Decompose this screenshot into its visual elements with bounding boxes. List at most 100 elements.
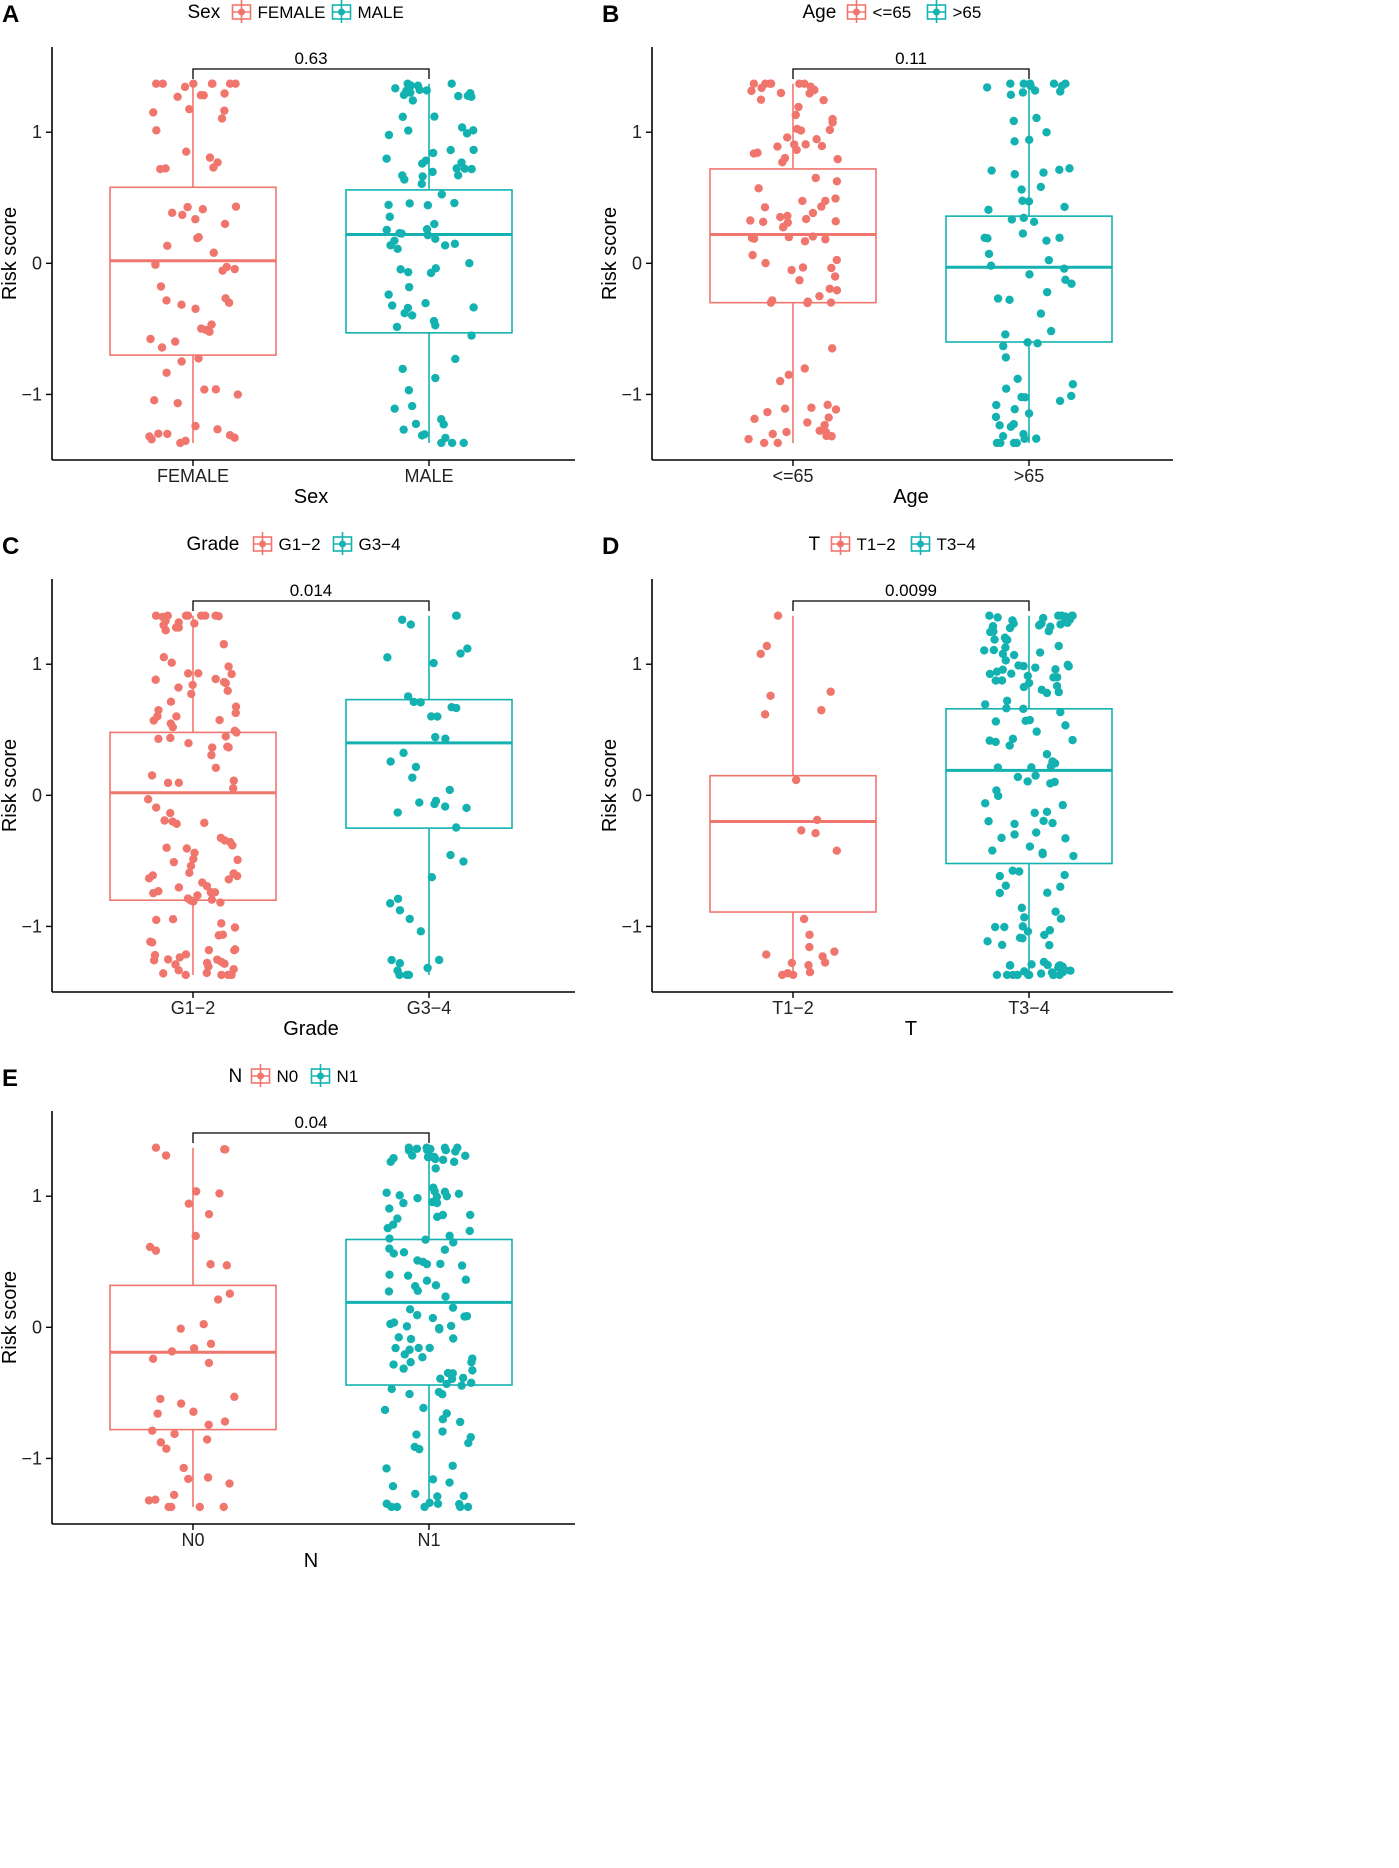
data-point [1029, 217, 1039, 227]
data-point [467, 164, 476, 174]
data-point [191, 421, 200, 431]
data-point [415, 798, 424, 807]
data-point [830, 272, 840, 281]
data-point [393, 1214, 402, 1223]
iqr-box [945, 707, 1113, 865]
data-point [384, 290, 393, 299]
data-point [988, 846, 997, 855]
legend-key-2 [926, 0, 947, 23]
data-point [171, 960, 180, 969]
data-point [233, 855, 242, 865]
significance-bracket [792, 600, 1030, 611]
data-point [788, 970, 798, 980]
data-point [220, 1417, 230, 1426]
data-point [405, 83, 414, 92]
data-point [830, 947, 839, 956]
data-point [429, 316, 439, 326]
significance-bracket [192, 68, 430, 79]
data-point [427, 712, 436, 721]
data-point [433, 712, 442, 721]
data-point [457, 1261, 467, 1270]
data-point [979, 646, 989, 655]
data-point [432, 1198, 442, 1208]
data-point [791, 775, 801, 785]
data-point [417, 179, 426, 189]
data-point [211, 611, 220, 620]
data-point [1005, 295, 1014, 305]
data-point [151, 260, 160, 269]
box-1 [109, 1147, 277, 1507]
data-point [1032, 828, 1041, 837]
x-tick-label: <=65 [772, 466, 813, 486]
data-point [162, 1444, 171, 1453]
data-point [1069, 851, 1078, 861]
data-point [151, 1143, 161, 1152]
data-point [431, 732, 440, 742]
panel-letter: E [2, 1065, 18, 1092]
data-point [812, 135, 821, 144]
data-point [162, 296, 171, 305]
y-axis-title: Risk score [0, 207, 21, 300]
data-point [1056, 882, 1065, 892]
data-point [808, 208, 818, 218]
data-point [211, 385, 221, 394]
data-point [1009, 650, 1019, 660]
legend-label-1: <=65 [873, 3, 912, 22]
panel-letter: C [2, 533, 19, 560]
data-point [464, 1438, 473, 1448]
data-point [998, 649, 1008, 659]
legend-label-2: MALE [358, 3, 404, 22]
data-point [1009, 116, 1018, 126]
data-point [207, 750, 216, 760]
data-point [1013, 374, 1022, 384]
data-point [202, 1435, 212, 1444]
data-point [1018, 922, 1027, 931]
data-point [215, 1189, 224, 1198]
data-point [191, 1187, 201, 1196]
data-point [440, 1245, 450, 1254]
data-point [382, 1499, 391, 1508]
data-point [210, 888, 220, 897]
data-point [1039, 816, 1048, 826]
data-point [750, 414, 759, 424]
data-point [204, 1209, 214, 1219]
box-1 [109, 615, 277, 975]
data-point [462, 803, 471, 813]
data-point [152, 126, 161, 135]
data-point [452, 611, 461, 620]
data-point [824, 413, 833, 422]
data-point [458, 1373, 468, 1383]
data-point [154, 429, 163, 438]
data-point [389, 1249, 398, 1258]
data-point [213, 1295, 223, 1304]
data-point [403, 1271, 413, 1280]
data-point [421, 1235, 430, 1244]
data-point [435, 1325, 444, 1334]
data-point [1001, 330, 1010, 339]
data-point [194, 354, 203, 363]
data-point [438, 1390, 447, 1399]
data-point [1038, 849, 1047, 859]
data-point [411, 1489, 420, 1499]
data-point [985, 611, 994, 620]
data-point [993, 294, 1003, 303]
data-point [831, 405, 841, 414]
x-axis-title: Age [893, 486, 929, 508]
data-point [163, 241, 172, 250]
data-point [146, 334, 155, 344]
data-point [159, 969, 168, 978]
data-point [419, 1403, 428, 1413]
data-point [399, 1248, 409, 1257]
data-point [792, 124, 802, 134]
data-point [797, 826, 806, 835]
data-point [1054, 611, 1063, 620]
box-1 [709, 83, 877, 443]
y-tick-label: −1 [21, 916, 42, 936]
data-point [991, 717, 1001, 726]
data-point [227, 669, 236, 679]
data-point [832, 177, 842, 186]
data-point [452, 164, 461, 173]
data-point [217, 970, 226, 980]
x-tick-label: N0 [181, 1530, 204, 1550]
data-point [803, 418, 812, 427]
